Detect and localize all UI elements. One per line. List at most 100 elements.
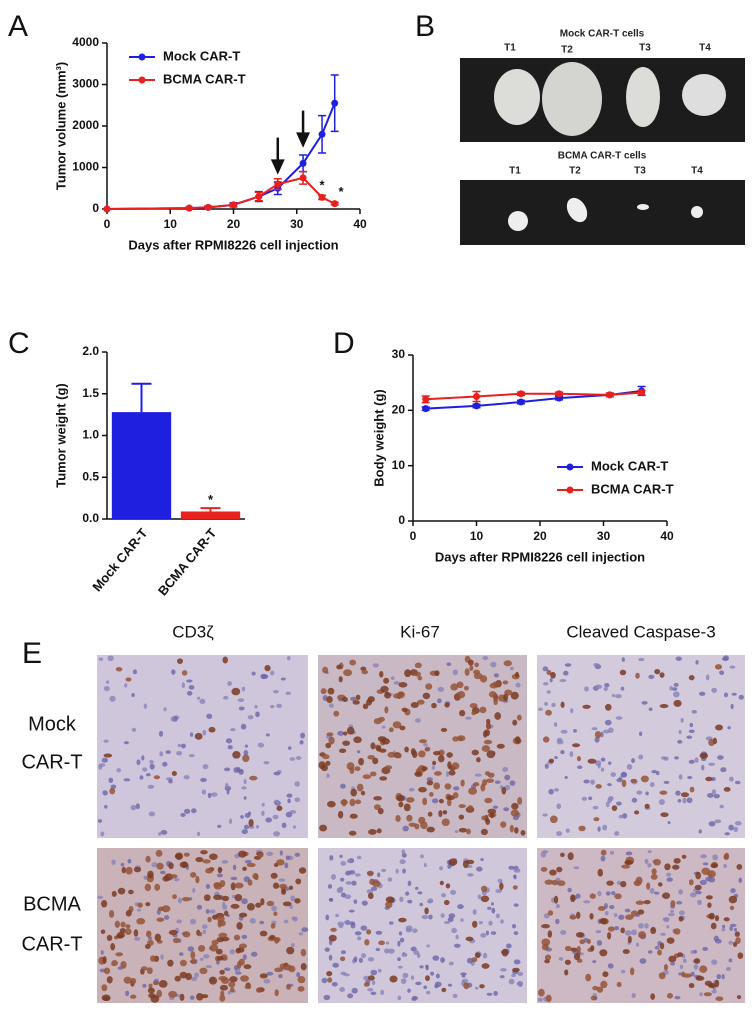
nucleus <box>387 948 395 954</box>
nucleus <box>708 762 716 766</box>
stained-cell <box>735 937 741 944</box>
nucleus <box>564 775 568 780</box>
nucleus <box>417 891 423 895</box>
nucleus <box>583 779 590 784</box>
nucleus <box>723 692 729 698</box>
nucleus <box>381 725 386 729</box>
nucleus <box>614 694 622 699</box>
nucleus <box>230 728 236 732</box>
stained-cell <box>338 676 343 683</box>
stained-cell <box>353 736 362 744</box>
nucleus <box>370 969 378 976</box>
tumor <box>494 69 540 125</box>
nucleus <box>229 949 236 955</box>
stained-cell <box>147 987 155 994</box>
nucleus <box>124 683 128 688</box>
nucleus <box>184 808 191 814</box>
nucleus <box>670 909 675 913</box>
stained-cell <box>433 750 441 756</box>
nucleus <box>688 759 695 764</box>
stained-cell <box>418 786 427 793</box>
nucleus <box>259 920 264 925</box>
nucleus <box>445 771 450 777</box>
stained-cell <box>582 704 591 709</box>
stained-cell <box>432 760 437 766</box>
panel-label: D <box>333 327 355 360</box>
nucleus <box>454 830 459 834</box>
nucleus <box>673 682 679 687</box>
nucleus <box>160 954 164 960</box>
tumor <box>682 74 726 116</box>
stained-cell <box>244 984 252 990</box>
stained-cell <box>399 725 406 731</box>
nucleus <box>326 773 330 778</box>
nucleus <box>345 881 352 885</box>
micrograph-background <box>537 655 745 838</box>
stained-cell <box>468 787 478 795</box>
stained-cell <box>473 672 483 680</box>
nucleus <box>588 796 593 801</box>
stained-cell <box>414 771 423 777</box>
stained-cell <box>417 675 423 681</box>
nucleus <box>285 855 291 861</box>
stained-cell <box>573 953 581 961</box>
stained-cell <box>295 878 302 885</box>
nucleus <box>402 951 406 956</box>
stained-cell <box>668 955 677 963</box>
nucleus <box>366 889 374 894</box>
stained-cell <box>426 826 435 833</box>
stained-cell <box>124 928 132 935</box>
nucleus <box>447 983 453 987</box>
nucleus <box>733 927 737 932</box>
x-axis-label: Days after RPMI8226 cell injection <box>435 549 645 564</box>
stained-cell <box>384 765 393 770</box>
nucleus <box>229 818 233 825</box>
nucleus <box>381 868 387 873</box>
nucleus <box>353 956 358 963</box>
nucleus <box>410 975 415 980</box>
stained-cell <box>621 864 631 869</box>
bar <box>111 412 172 519</box>
stained-cell <box>499 882 504 890</box>
photo-title: Mock CAR-T cells <box>560 29 645 40</box>
nucleus <box>237 698 245 702</box>
stained-cell <box>659 704 669 709</box>
nucleus <box>551 702 556 708</box>
stained-cell <box>325 742 332 749</box>
bar <box>180 511 241 519</box>
series-line <box>106 102 336 210</box>
stained-cell <box>469 665 474 671</box>
nucleus <box>361 900 368 906</box>
micrograph <box>97 655 308 838</box>
stained-cell <box>111 890 117 897</box>
stained-cell <box>233 934 241 941</box>
stained-cell <box>346 726 355 735</box>
nucleus <box>97 819 103 823</box>
nucleus <box>482 952 488 959</box>
stained-cell <box>125 677 132 682</box>
nucleus <box>609 850 615 855</box>
error-bar <box>131 382 152 413</box>
nucleus <box>451 927 457 934</box>
nucleus <box>266 851 274 857</box>
stained-cell <box>342 696 348 702</box>
stained-cell <box>650 874 658 880</box>
nucleus <box>440 913 445 918</box>
data-point <box>517 390 525 398</box>
stained-cell <box>358 757 365 766</box>
nucleus <box>647 950 653 954</box>
nucleus <box>448 913 456 919</box>
stained-cell <box>109 909 115 918</box>
nucleus <box>356 750 361 754</box>
stained-cell <box>479 984 485 989</box>
stained-cell <box>660 812 669 818</box>
nucleus <box>323 994 331 1001</box>
nucleus <box>733 826 739 833</box>
stained-cell <box>654 669 661 675</box>
nucleus <box>296 972 301 978</box>
photo-label: T2 <box>561 45 573 56</box>
stained-cell <box>550 671 556 679</box>
tumor <box>691 206 703 218</box>
nucleus <box>131 692 135 697</box>
legend-marker <box>566 486 574 494</box>
